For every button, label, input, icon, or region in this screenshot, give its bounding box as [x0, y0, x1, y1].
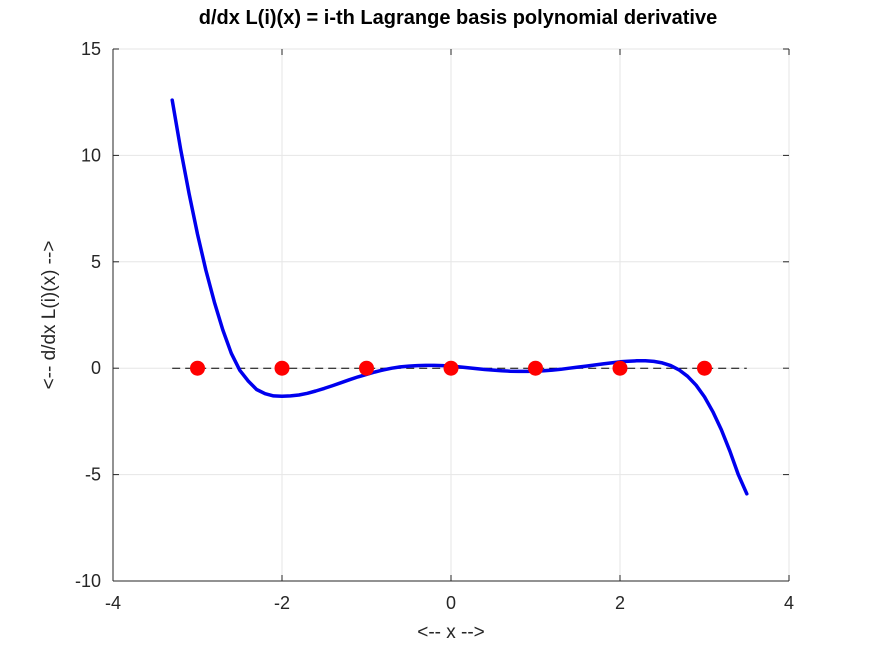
- node-marker: [359, 360, 374, 376]
- y-tick-label: 0: [91, 358, 101, 378]
- x-tick-label: 4: [784, 593, 794, 613]
- derivative-curve: [170, 98, 749, 496]
- grid-layer: [112, 48, 790, 582]
- node-marker: [190, 360, 205, 376]
- x-axis-label: <-- x -->: [417, 622, 485, 643]
- node-marker: [528, 360, 543, 376]
- y-tick-label: 5: [91, 252, 101, 272]
- x-tick-label: -2: [274, 593, 290, 613]
- chart-title: d/dx L(i)(x) = i-th Lagrange basis polyn…: [199, 7, 717, 29]
- node-marker: [697, 360, 712, 376]
- y-tick-label: -5: [85, 465, 101, 485]
- x-tick-label: 2: [615, 593, 625, 613]
- y-axis-label: <-- d/dx L(i)(x) -->: [39, 241, 60, 390]
- node-marker: [443, 360, 459, 376]
- x-tick-label: -4: [105, 593, 121, 613]
- node-marker: [612, 360, 628, 376]
- node-marker: [274, 360, 290, 376]
- x-tick-label: 0: [446, 593, 456, 613]
- ticks-layer: -4 -2 0 2 4 -10 -5 0 5 10 15: [75, 39, 794, 613]
- y-tick-label: 15: [81, 39, 101, 59]
- y-tick-label: 10: [81, 145, 101, 165]
- y-tick-label: -10: [75, 571, 101, 591]
- series-layer: [170, 98, 749, 496]
